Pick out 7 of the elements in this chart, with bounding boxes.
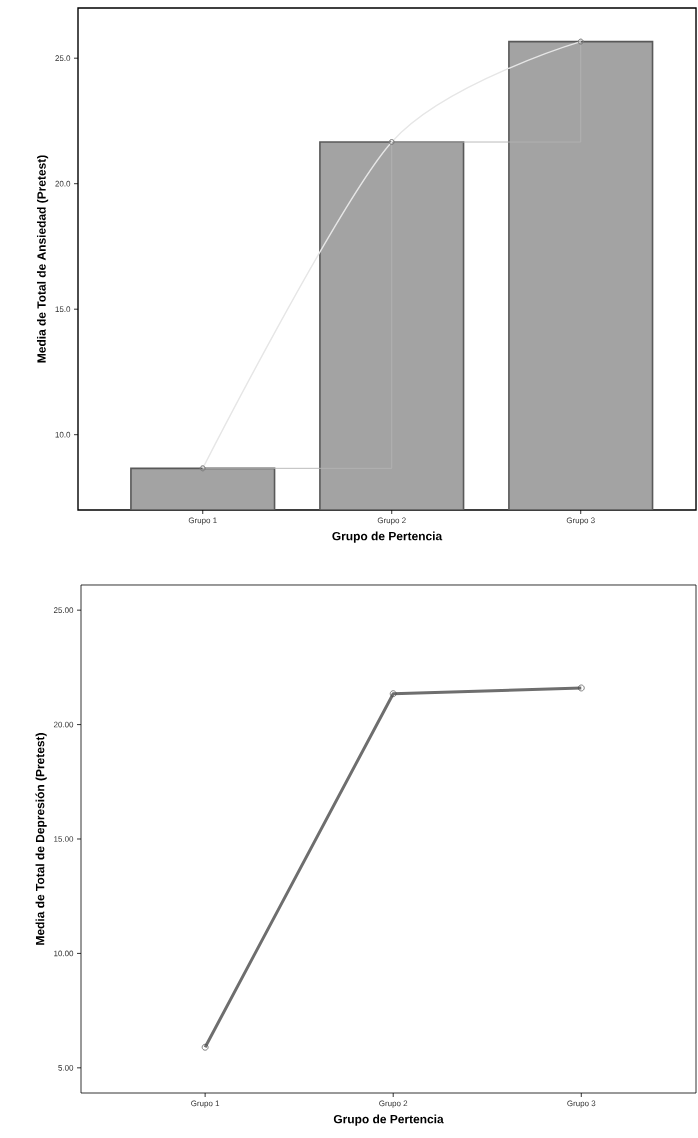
point [577,684,585,692]
x-axis-title: Grupo de Pertencia [332,531,443,543]
y-axis-title: Media de Total de Depresión (Pretest) [35,733,47,945]
y-axis-title: Media de Total de Ansiedad (Pretest) [36,155,49,363]
point [201,1043,209,1051]
x-axis-title: Grupo de Pertencia [333,1114,444,1126]
point [389,690,397,698]
